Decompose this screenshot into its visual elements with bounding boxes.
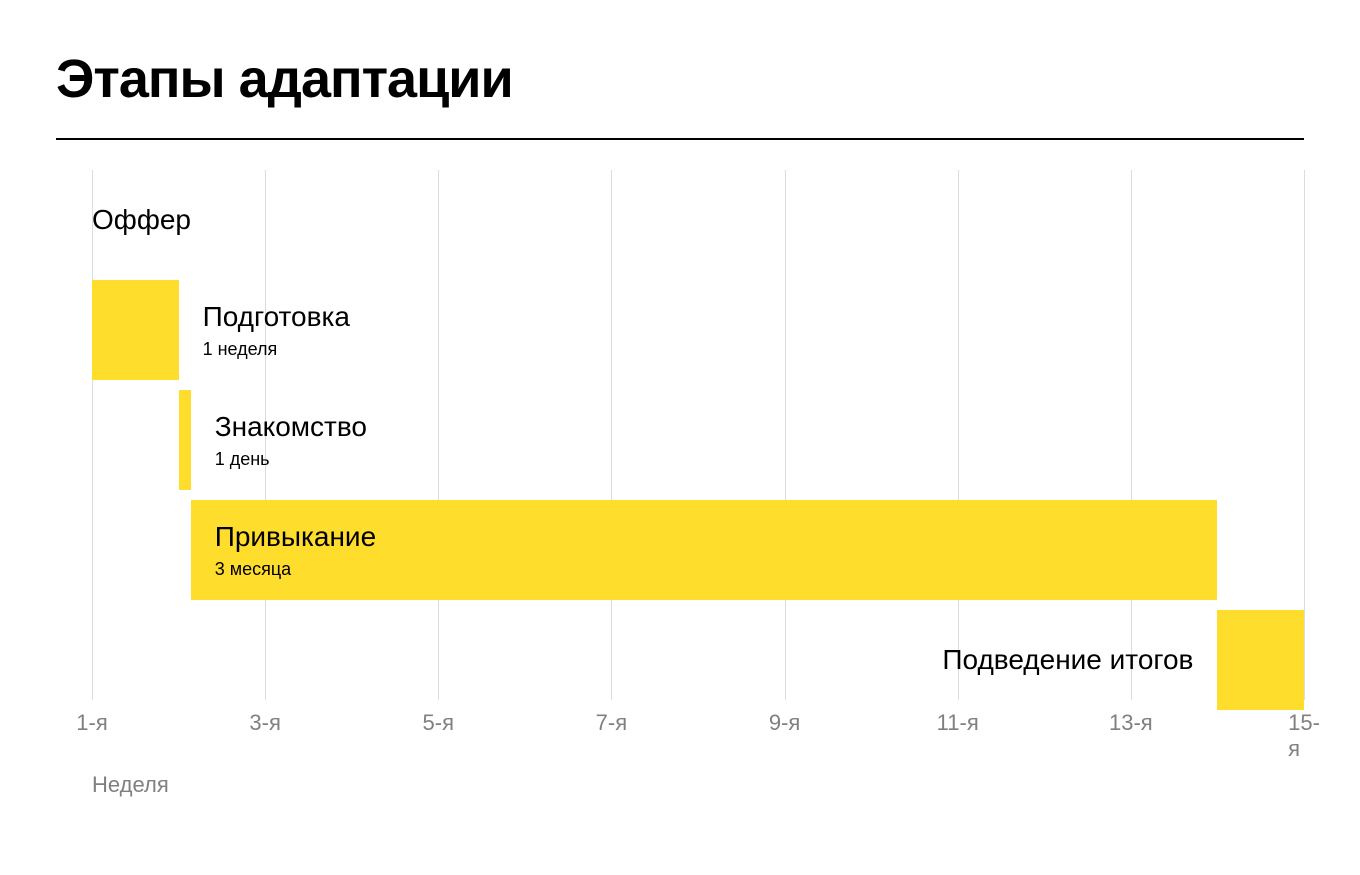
title-divider	[56, 138, 1304, 140]
gridline	[1304, 170, 1305, 700]
x-tick: 5-я	[423, 710, 454, 736]
x-tick: 3-я	[249, 710, 280, 736]
row-label-subtitle: 1 день	[215, 449, 367, 470]
gantt-row-offer: Оффер	[92, 170, 1304, 270]
row-label-title: Привыкание	[215, 520, 376, 554]
chart-container: Этапы адаптации Оффер Подготовка 1 неделя З…	[0, 0, 1360, 810]
gantt-chart: Оффер Подготовка 1 неделя Знакомство 1 день П…	[56, 170, 1304, 810]
row-label-accustom: Привыкание 3 месяца	[215, 500, 376, 600]
gantt-bar-intro	[179, 390, 191, 490]
row-label-title: Подготовка	[203, 300, 350, 334]
x-tick: 13-я	[1109, 710, 1153, 736]
x-axis: 1-я3-я5-я7-я9-я11-я13-я15-я	[92, 710, 1304, 770]
x-tick: 9-я	[769, 710, 800, 736]
x-axis-caption: Неделя	[92, 772, 169, 798]
row-label-subtitle: 3 месяца	[215, 559, 376, 580]
gantt-bar-prep	[92, 280, 179, 380]
gantt-row-intro: Знакомство 1 день	[92, 390, 1304, 490]
row-label-intro: Знакомство 1 день	[215, 390, 367, 490]
row-label-subtitle: 1 неделя	[203, 339, 350, 360]
x-tick: 15-я	[1288, 710, 1320, 762]
gantt-row-summary: Подведение итогов	[92, 610, 1304, 710]
row-label-title: Подведение итогов	[942, 643, 1193, 677]
x-tick: 7-я	[596, 710, 627, 736]
gantt-bar-summary	[1217, 610, 1304, 710]
gantt-row-prep: Подготовка 1 неделя	[92, 280, 1304, 380]
plot-area: Оффер Подготовка 1 неделя Знакомство 1 день П…	[92, 170, 1304, 700]
chart-title: Этапы адаптации	[56, 48, 1304, 110]
x-tick: 1-я	[76, 710, 107, 736]
x-tick: 11-я	[937, 710, 979, 736]
row-label-offer: Оффер	[92, 170, 191, 270]
row-label-title: Знакомство	[215, 410, 367, 444]
gantt-row-accustom: Привыкание 3 месяца	[92, 500, 1304, 600]
row-label-prep: Подготовка 1 неделя	[203, 280, 350, 380]
row-label-title: Оффер	[92, 203, 191, 237]
row-label-summary: Подведение итогов	[942, 610, 1193, 710]
